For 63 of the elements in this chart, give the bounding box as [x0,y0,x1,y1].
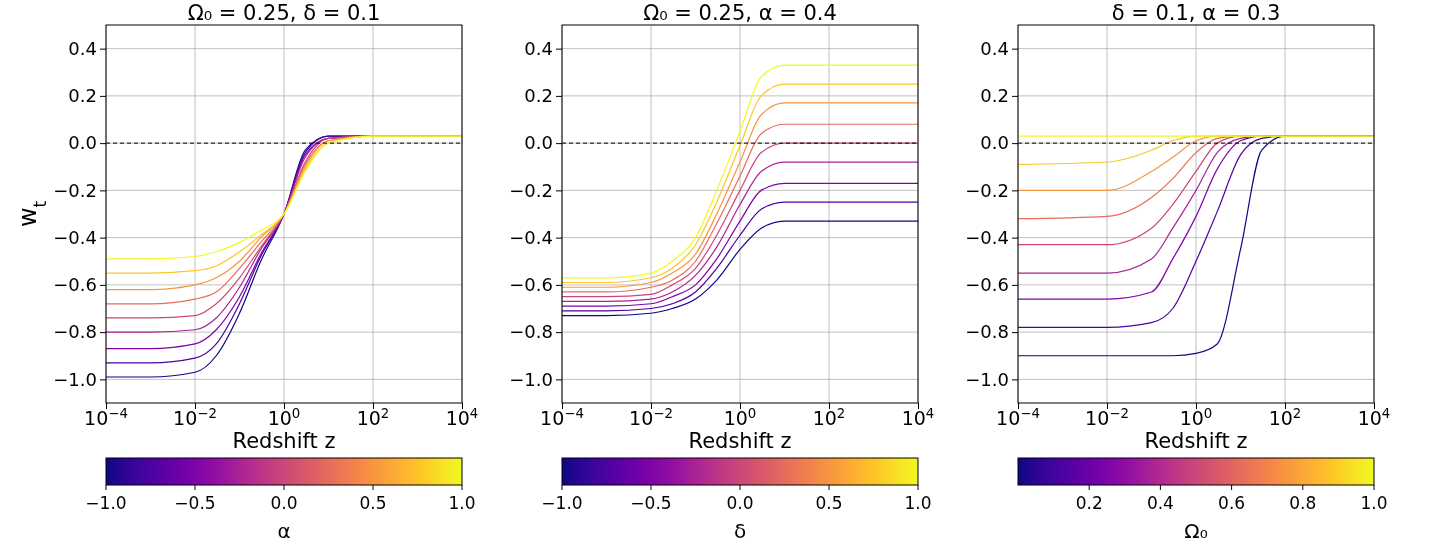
y-tick-label: −1.0 [53,368,97,390]
x-tick-label: 10$^{0}$ [723,405,757,429]
y-tick-label: −0.2 [53,179,97,201]
color-bar-label: 1.0 [904,493,932,513]
x-tick-label: 10$^{2}$ [812,405,846,429]
x-axis-title: Redshift z [1144,429,1248,453]
color-bar-title: δ [733,519,747,543]
y-tick-label: −0.6 [509,274,553,296]
color-bar-label: 0.5 [359,493,387,513]
y-tick-label: 0.4 [68,37,97,59]
x-tick-label: 10$^{4}$ [445,405,479,429]
y-tick-label: 0.2 [980,85,1009,107]
color-bar-label: −1.0 [85,493,127,513]
y-tick-label: −0.8 [509,321,553,343]
color-bar-label: 0.8 [1289,493,1317,513]
x-tick-label: 10$^{0}$ [267,405,301,429]
color-bar-label: 0.0 [726,493,754,513]
color-bar-label: −0.5 [630,493,672,513]
chart-title: Ω₀ = 0.25, α = 0.4 [643,1,837,25]
color-bar-label: −1.0 [541,493,583,513]
y-tick-label: −0.4 [509,226,553,248]
color-bar-label: 0.2 [1075,493,1103,513]
chart-title: δ = 0.1, α = 0.3 [1111,1,1281,25]
y-tick-label: −0.8 [53,321,97,343]
color-bar-label: 1.0 [1360,493,1388,513]
y-tick-label: −0.4 [53,226,97,248]
x-tick-label: 10$^{−2}$ [1085,405,1129,429]
x-tick-label: 10$^{−4}$ [996,405,1040,429]
y-tick-label: 0.0 [68,132,97,154]
y-tick-label: 0.2 [68,85,97,107]
color-bar-label: 1.0 [448,493,476,513]
y-tick-label: 0.0 [980,132,1009,154]
x-axis-title: Redshift z [688,429,792,453]
x-tick-label: 10$^{4}$ [901,405,935,429]
x-tick-label: 10$^{2}$ [356,405,390,429]
x-tick-label: 10$^{−4}$ [84,405,128,429]
y-tick-label: −0.2 [965,179,1009,201]
y-tick-label: −0.6 [53,274,97,296]
color-bar-title: Ω₀ [1184,519,1208,543]
x-tick-label: 10$^{−2}$ [173,405,217,429]
color-bar-label: 0.6 [1218,493,1246,513]
y-tick-label: −1.0 [965,368,1009,390]
y-tick-label: −0.8 [965,321,1009,343]
color-bar-label: −0.5 [174,493,216,513]
color-bar-label: 0.5 [815,493,843,513]
color-bar-title: α [277,519,291,543]
y-tick-label: 0.4 [980,37,1009,59]
chart-title: Ω₀ = 0.25, δ = 0.1 [187,1,381,25]
y-tick-label: −0.2 [509,179,553,201]
y-tick-label: −1.0 [509,368,553,390]
y-tick-label: −0.6 [965,274,1009,296]
y-tick-label: 0.4 [524,37,553,59]
y-tick-label: −0.4 [965,226,1009,248]
y-tick-label: 0.2 [524,85,553,107]
x-axis-title: Redshift z [232,429,336,453]
x-tick-label: 10$^{−4}$ [540,405,584,429]
x-tick-label: 10$^{2}$ [1268,405,1302,429]
x-tick-label: 10$^{0}$ [1179,405,1213,429]
x-tick-label: 10$^{4}$ [1357,405,1391,429]
color-bar-label: 0.4 [1146,493,1174,513]
color-bar-label: 0.0 [270,493,298,513]
x-tick-label: 10$^{−2}$ [629,405,673,429]
y-tick-label: 0.0 [524,132,553,154]
